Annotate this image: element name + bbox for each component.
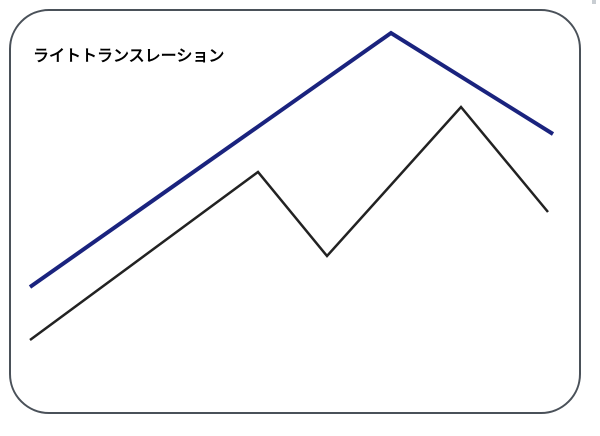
corner-mark <box>592 0 596 4</box>
figure-title: ライトトランスレーション <box>33 46 225 65</box>
lower-line <box>29 105 549 342</box>
upper-line <box>28 30 555 289</box>
figure-frame <box>9 9 581 414</box>
